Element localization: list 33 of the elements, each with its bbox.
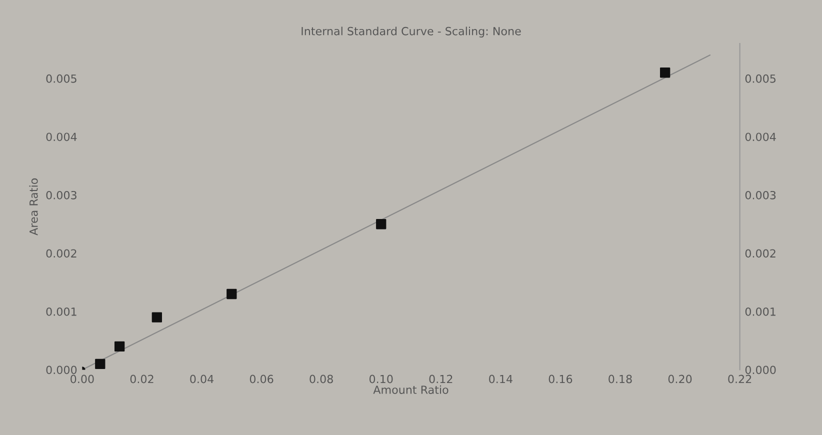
x-tick-label: 0.20 — [668, 374, 692, 384]
x-tick-label: 0.16 — [548, 374, 572, 384]
y-tick-label: 0.002 — [46, 249, 76, 258]
point — [114, 341, 125, 352]
x-tick-label: 0.18 — [608, 374, 632, 384]
x-tick-label: 0.10 — [369, 374, 393, 384]
x-tick-label: 0.06 — [250, 374, 274, 384]
y2-tick-label: 0.002 — [745, 249, 776, 258]
y2-tick-label: 0.004 — [745, 132, 776, 142]
x-tick-label: 0.02 — [130, 374, 154, 384]
x-tick-label: 0.08 — [310, 374, 333, 384]
y2-tick-label: 0.000 — [745, 366, 776, 374]
x-tick-label: 0.14 — [489, 374, 512, 384]
point — [152, 312, 162, 322]
y2-tick-label: 0.003 — [745, 190, 776, 200]
point — [660, 68, 670, 78]
y2-tick-label: 0.005 — [745, 74, 776, 83]
y-axis-title: Area Ratio — [29, 178, 38, 236]
y-tick-label: 0.004 — [46, 132, 77, 142]
point — [95, 358, 106, 370]
y-tick-label: 0.000 — [46, 366, 77, 374]
point — [376, 219, 386, 230]
chart-title: Internal Standard Curve - Scaling: None — [302, 26, 521, 38]
x-tick-label: 0.00 — [70, 374, 94, 384]
y2-tick-label: 0.001 — [745, 307, 776, 316]
y-tick-label: 0.003 — [46, 190, 76, 200]
x-tick-label: 0.04 — [190, 374, 214, 384]
x-tick-label: 0.12 — [429, 374, 452, 384]
y-tick-label: 0.001 — [46, 307, 76, 316]
x-axis-title: Amount Ratio — [373, 385, 448, 394]
point — [226, 288, 237, 300]
y-tick-label: 0.005 — [46, 74, 76, 83]
x-tick-label: 0.22 — [728, 374, 752, 384]
